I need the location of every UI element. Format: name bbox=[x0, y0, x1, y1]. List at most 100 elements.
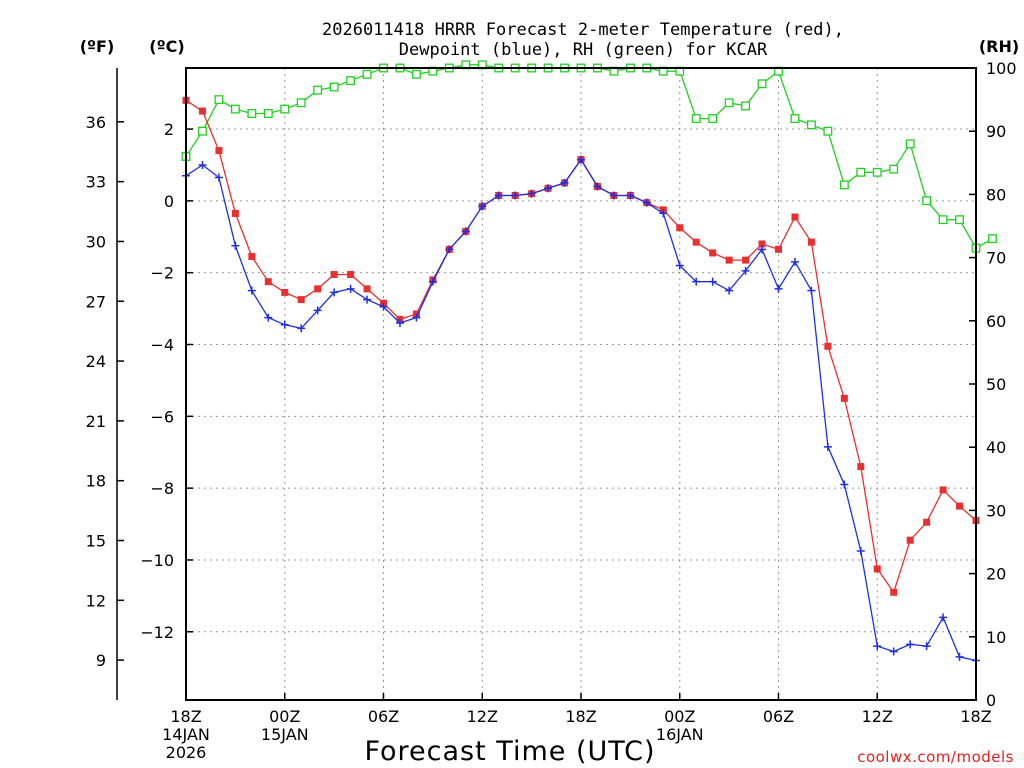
dewpoint-point bbox=[247, 286, 256, 295]
rh-point bbox=[938, 215, 948, 225]
fahrenheit-tick-label: 18 bbox=[86, 472, 106, 491]
rh-point bbox=[905, 139, 915, 149]
dewpoint-point bbox=[297, 324, 306, 333]
temperature-point bbox=[215, 147, 223, 155]
celsius-tick-label: −12 bbox=[140, 623, 174, 642]
temperature-point bbox=[330, 270, 338, 278]
dewpoint-point bbox=[906, 640, 915, 649]
x-tick-date-label: 14JAN bbox=[162, 725, 210, 744]
dewpoint-point bbox=[313, 306, 322, 315]
temperature-point bbox=[807, 238, 815, 246]
dewpoint-point bbox=[593, 182, 602, 191]
dewpoint-point bbox=[577, 155, 585, 164]
rh-tick-label: 80 bbox=[986, 185, 1006, 204]
rh-point bbox=[691, 114, 701, 124]
dewpoint-point bbox=[609, 191, 618, 200]
rh-unit-label: (RH) bbox=[979, 37, 1019, 56]
temperature-point bbox=[742, 256, 750, 264]
dewpoint-point bbox=[873, 642, 882, 651]
dewpoint-point bbox=[939, 613, 948, 622]
temperature-point bbox=[676, 224, 684, 232]
dewpoint-point bbox=[494, 191, 503, 200]
dewpoint-point bbox=[955, 652, 964, 661]
dewpoint-point bbox=[708, 277, 717, 286]
dewpoint-point bbox=[280, 320, 289, 329]
temperature-point bbox=[198, 107, 206, 115]
dewpoint-point bbox=[692, 277, 701, 286]
fahrenheit-tick-label: 30 bbox=[86, 232, 106, 251]
rh-tick-label: 20 bbox=[986, 565, 1006, 584]
temperature-point bbox=[824, 342, 832, 350]
temperature-point bbox=[873, 565, 881, 573]
temperature-point bbox=[347, 270, 355, 278]
rh-tick-label: 40 bbox=[986, 438, 1006, 457]
x-tick-label: 18Z bbox=[565, 707, 596, 726]
rh-tick-label: 70 bbox=[986, 249, 1006, 268]
fahrenheit-tick-label: 27 bbox=[86, 292, 106, 311]
dewpoint-point bbox=[214, 173, 223, 182]
rh-point bbox=[955, 215, 964, 225]
temperature-point bbox=[314, 285, 322, 293]
dewpoint-point bbox=[544, 184, 553, 193]
dewpoint-point bbox=[264, 313, 273, 322]
rh-point bbox=[856, 167, 866, 177]
temperature-point bbox=[297, 296, 305, 304]
rh-point bbox=[757, 79, 767, 89]
dewpoint-point bbox=[198, 160, 207, 169]
rh-point bbox=[411, 69, 421, 79]
dewpoint-point bbox=[395, 318, 404, 327]
dewpoint-point bbox=[675, 261, 684, 270]
rh-point bbox=[198, 126, 207, 136]
celsius-tick-label: −4 bbox=[150, 336, 174, 355]
rh-point bbox=[280, 104, 290, 114]
dewpoint-point bbox=[856, 546, 865, 555]
temperature-point bbox=[956, 502, 964, 510]
rh-tick-label: 90 bbox=[986, 122, 1006, 141]
temperature-point bbox=[775, 245, 782, 253]
plot-frame bbox=[185, 67, 977, 701]
rh-point bbox=[214, 95, 224, 105]
x-tick-label: 12Z bbox=[467, 707, 498, 726]
temperature-point bbox=[939, 486, 947, 494]
dewpoint-point bbox=[346, 284, 355, 293]
temperature-point bbox=[725, 256, 733, 264]
temperature-point bbox=[264, 278, 272, 286]
dewpoint-point bbox=[461, 227, 470, 236]
rh-point bbox=[988, 234, 997, 244]
temperature-point bbox=[231, 209, 239, 217]
fahrenheit-tick-label: 24 bbox=[86, 352, 106, 371]
rh-tick-label: 50 bbox=[986, 375, 1006, 394]
rh-point bbox=[790, 114, 800, 124]
dewpoint-point bbox=[823, 442, 832, 451]
dewpoint-point bbox=[363, 295, 372, 304]
rh-tick-label: 0 bbox=[986, 691, 996, 710]
rh-tick-label: 30 bbox=[986, 501, 1006, 520]
dewpoint-point bbox=[445, 245, 454, 254]
fahrenheit-tick-label: 15 bbox=[86, 532, 106, 551]
rh-tick-label: 10 bbox=[986, 628, 1006, 647]
temperature-point bbox=[363, 285, 371, 293]
temperature-point bbox=[758, 240, 766, 248]
celsius-tick-label: −6 bbox=[150, 407, 174, 426]
temperature-point bbox=[906, 536, 914, 544]
x-tick-label: 12Z bbox=[862, 707, 893, 726]
dewpoint-point bbox=[725, 286, 734, 295]
rh-point bbox=[296, 98, 306, 108]
fahrenheit-tick-label: 33 bbox=[86, 173, 106, 192]
dewpoint-point bbox=[642, 198, 651, 207]
dewpoint-point bbox=[840, 480, 849, 489]
x-tick-label: 18Z bbox=[960, 707, 991, 726]
chart-title-line-2: Dewpoint (blue), RH (green) for KCAR bbox=[399, 40, 768, 60]
dewpoint-point bbox=[527, 189, 536, 198]
dewpoint-point bbox=[807, 286, 816, 295]
temperature-point bbox=[840, 394, 848, 402]
rh-point bbox=[839, 180, 849, 190]
fahrenheit-tick-label: 9 bbox=[96, 651, 106, 670]
temperature-point bbox=[248, 253, 256, 261]
dewpoint-point bbox=[511, 191, 520, 200]
dewpoint-point bbox=[774, 284, 783, 293]
celsius-tick-label: −8 bbox=[150, 479, 174, 498]
rh-series bbox=[181, 60, 997, 253]
fahrenheit-tick-label: 21 bbox=[86, 412, 106, 431]
celsius-tick-label: −2 bbox=[150, 264, 174, 283]
